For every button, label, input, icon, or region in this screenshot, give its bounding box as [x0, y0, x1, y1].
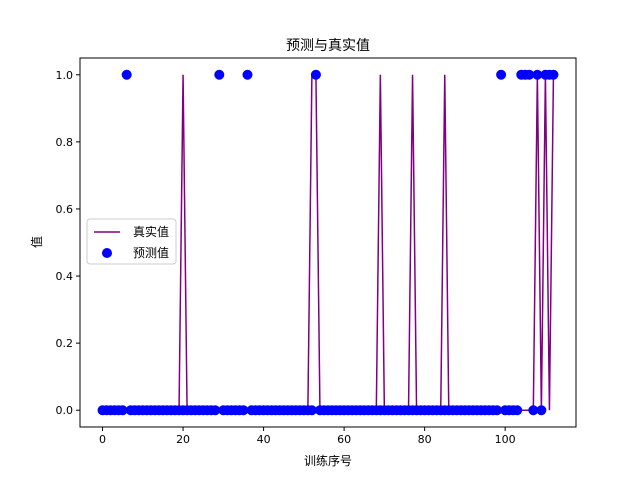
prediction-point: [496, 70, 506, 80]
legend-label-truth: 真实值: [133, 224, 169, 239]
prediction-point: [536, 405, 546, 415]
y-tick-label: 0.0: [56, 404, 74, 417]
x-axis-label: 训练序号: [304, 453, 352, 468]
prediction-point: [242, 70, 252, 80]
y-tick-label: 0.2: [56, 337, 74, 350]
prediction-point: [548, 70, 558, 80]
chart-title: 预测与真实值: [286, 38, 370, 54]
x-tick-label: 60: [337, 433, 351, 446]
x-tick-label: 40: [257, 433, 271, 446]
legend-marker-swatch: [102, 248, 112, 258]
y-tick-label: 0.8: [56, 136, 74, 149]
y-tick-label: 0.4: [56, 270, 74, 283]
prediction-point: [311, 70, 321, 80]
x-tick-label: 0: [99, 433, 106, 446]
prediction-point: [512, 405, 522, 415]
y-tick-label: 1.0: [56, 69, 74, 82]
x-tick-label: 20: [176, 433, 190, 446]
prediction-point: [122, 70, 132, 80]
x-tick-label: 100: [495, 433, 516, 446]
prediction-point: [214, 70, 224, 80]
y-axis-label: 值: [29, 236, 44, 248]
y-tick-label: 0.6: [56, 203, 74, 216]
legend: 真实值 预测值: [87, 219, 176, 264]
legend-label-prediction: 预测值: [133, 245, 169, 260]
x-tick-label: 80: [418, 433, 432, 446]
